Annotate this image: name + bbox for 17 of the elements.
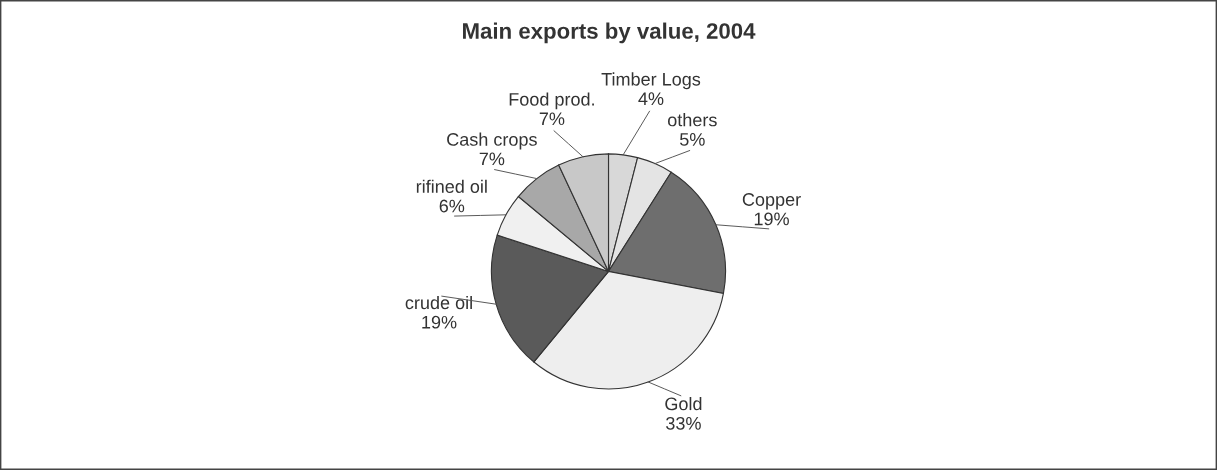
- data-label: 4%: [638, 92, 664, 105]
- data-label: 7%: [479, 152, 505, 166]
- slice-label: Cash crops: [447, 132, 537, 150]
- data-label: 7%: [539, 112, 565, 126]
- slice-label: Food prod.: [509, 92, 594, 110]
- chart-title: Main exports by value, 2004: [463, 22, 756, 44]
- slice-label: crude oil: [405, 295, 472, 310]
- slice-label: Timber Logs: [601, 72, 701, 90]
- slice-label: others: [667, 113, 717, 127]
- data-label: 33%: [666, 416, 701, 430]
- slice-label: Gold: [665, 397, 702, 411]
- data-label: 19%: [754, 212, 789, 226]
- slice-label: Copper: [742, 193, 801, 210]
- data-label: 19%: [422, 315, 457, 329]
- data-label: 5%: [679, 133, 705, 146]
- data-label: 6%: [439, 199, 465, 213]
- slice-label: rifined oil: [416, 179, 487, 193]
